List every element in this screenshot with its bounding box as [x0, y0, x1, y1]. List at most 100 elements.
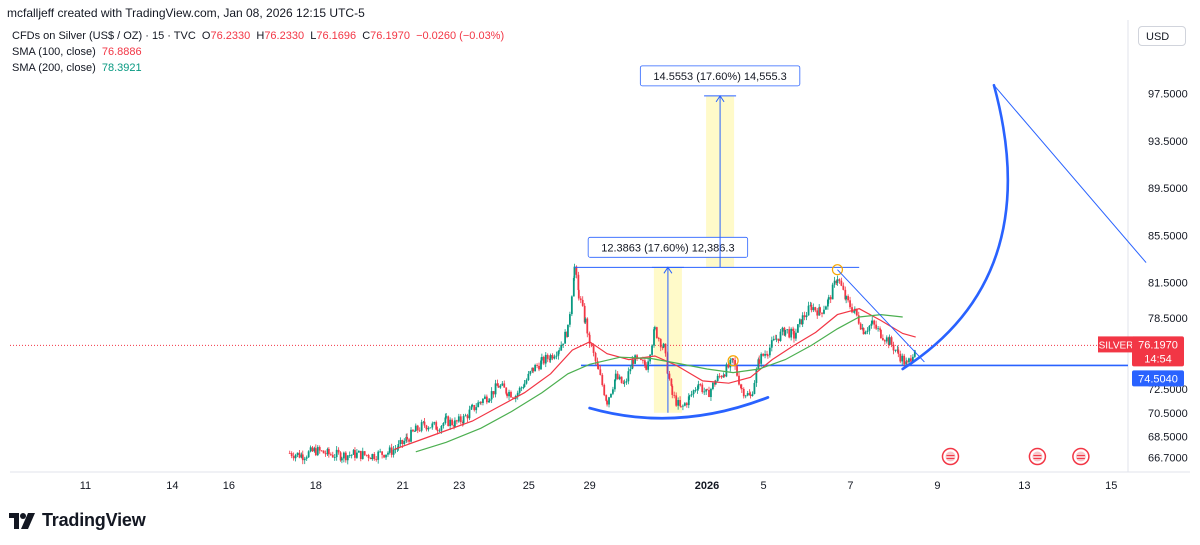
- candle-body: [433, 422, 436, 424]
- candle-body: [313, 448, 316, 452]
- candle-body: [549, 355, 552, 361]
- candle-body: [877, 328, 879, 330]
- event-icon-flag: [945, 451, 956, 462]
- candle-body: [859, 323, 862, 330]
- candle-body: [675, 395, 678, 406]
- candle-body: [855, 308, 858, 316]
- tradingview-logo[interactable]: TradingView: [8, 510, 146, 531]
- candle-body: [653, 327, 656, 330]
- candle-body: [590, 343, 593, 346]
- y-tick-label: 66.7000: [1148, 453, 1188, 465]
- candle-body: [305, 457, 308, 459]
- candle-body: [857, 315, 860, 324]
- candle-body: [316, 447, 319, 456]
- y-tick-label: 97.5000: [1148, 88, 1188, 100]
- candle-body: [311, 447, 314, 452]
- candle-body: [677, 400, 680, 406]
- candle-body: [477, 402, 480, 408]
- symbol-name[interactable]: CFDs on Silver (US$ / OZ) · 15 · TVC: [12, 30, 196, 42]
- candle-body: [567, 324, 569, 337]
- candle-body: [768, 347, 771, 356]
- candle-body: [643, 360, 646, 366]
- candle-body: [512, 397, 514, 399]
- currency-button[interactable]: USD: [1138, 26, 1186, 46]
- economic-event-icon[interactable]: [1028, 447, 1047, 466]
- candle-body: [812, 307, 815, 311]
- candle-body: [671, 385, 674, 395]
- candle-body: [562, 343, 565, 345]
- candle-body: [501, 383, 504, 386]
- candle-body: [612, 389, 614, 394]
- x-tick-label: 21: [397, 480, 409, 492]
- candle-body: [901, 355, 904, 362]
- candle-body: [520, 387, 523, 389]
- sma100-value: 76.8886: [101, 46, 142, 58]
- candle-body: [536, 365, 538, 366]
- sma200-label[interactable]: SMA (200, close): [12, 62, 96, 74]
- candle-body: [801, 315, 804, 325]
- candle-body: [488, 399, 491, 401]
- candle-body: [296, 452, 299, 456]
- symbol-row[interactable]: CFDs on Silver (US$ / OZ) · 15 · TVC O 76…: [12, 28, 504, 44]
- candle-body: [708, 389, 710, 398]
- candle-body: [403, 440, 406, 444]
- candle-body: [890, 337, 893, 345]
- candle-body: [723, 374, 726, 377]
- candle-body: [583, 305, 586, 323]
- candle-body: [451, 419, 453, 426]
- x-tick-label: 14: [166, 480, 178, 492]
- candle-body: [584, 318, 587, 323]
- candle-body: [459, 416, 462, 422]
- economic-event-icon[interactable]: [941, 447, 960, 466]
- candle-body: [870, 323, 873, 326]
- candle-body: [363, 451, 366, 455]
- x-tick-label: 11: [80, 480, 91, 492]
- candle-body: [605, 395, 608, 401]
- candle-body: [546, 354, 549, 359]
- candle-body: [499, 385, 502, 388]
- candle-body: [471, 405, 474, 407]
- open-label: O: [201, 30, 211, 42]
- close-value: 76.1970: [370, 30, 410, 42]
- candle-body: [440, 425, 443, 431]
- candle-body: [420, 422, 423, 431]
- candle-body: [706, 389, 708, 391]
- candle-body: [795, 332, 797, 339]
- candle-body: [653, 329, 655, 346]
- sma100-label[interactable]: SMA (100, close): [12, 46, 96, 58]
- candle-body: [390, 447, 393, 455]
- candle-body: [781, 327, 784, 332]
- candle-body: [342, 452, 345, 459]
- candle-body: [892, 344, 895, 351]
- candle-body: [532, 367, 535, 372]
- candle-body: [625, 381, 628, 383]
- sma200-row[interactable]: SMA (200, close) 78.3921: [12, 60, 504, 76]
- candle-body: [318, 447, 321, 451]
- candle-body: [685, 403, 688, 406]
- candle-body: [324, 453, 327, 455]
- candle-body: [862, 327, 865, 335]
- candle-body: [788, 329, 791, 338]
- candle-body: [758, 359, 761, 364]
- y-tick-label: 68.5000: [1148, 431, 1188, 443]
- candle-body: [710, 388, 712, 398]
- candle-body: [412, 429, 414, 432]
- low-value: 76.1696: [316, 30, 357, 42]
- candle-body: [634, 355, 636, 364]
- close-label: C: [362, 30, 371, 42]
- candle-body: [497, 385, 500, 388]
- chart-header: mcfalljeff created with TradingView.com,…: [7, 6, 365, 20]
- candle-body: [438, 430, 441, 432]
- high-value: 76.2330: [264, 30, 305, 42]
- candle-body: [577, 290, 580, 299]
- candle-body: [568, 314, 571, 325]
- economic-event-icon[interactable]: [1072, 447, 1090, 466]
- candle-body: [816, 310, 819, 316]
- candle-body: [825, 306, 827, 310]
- candle-body: [503, 383, 506, 388]
- sma100-row[interactable]: SMA (100, close) 76.8886: [12, 44, 504, 60]
- candle-body: [829, 297, 832, 300]
- candle-body: [610, 393, 612, 398]
- candle-body: [597, 365, 600, 370]
